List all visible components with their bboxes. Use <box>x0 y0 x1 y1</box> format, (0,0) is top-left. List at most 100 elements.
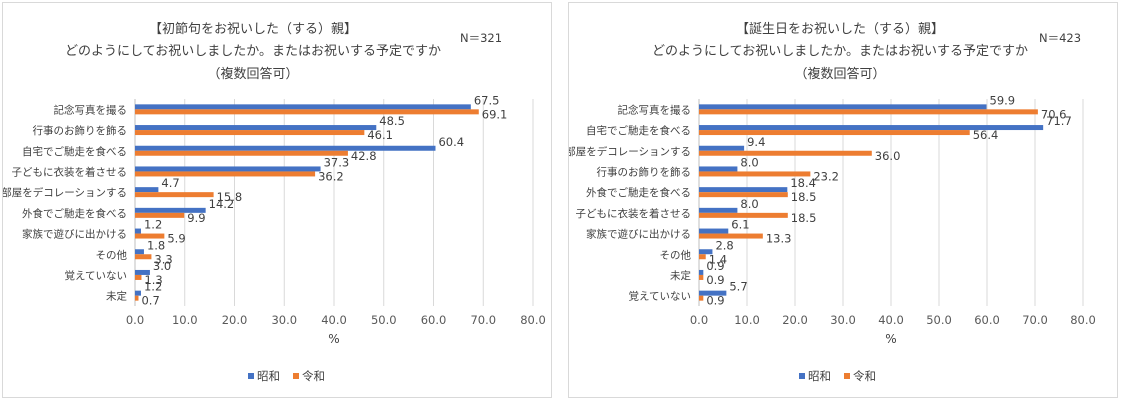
x-tick-label: 30.0 <box>271 313 297 327</box>
bar-reiwa <box>699 171 811 177</box>
legend-label: 昭和 <box>257 369 280 383</box>
bar-reiwa <box>135 109 479 115</box>
chart-title-line: どのようにしてお祝いしましたか。またはお祝いする予定ですか <box>652 44 1028 59</box>
data-label: 14.2 <box>209 197 235 211</box>
bar-reiwa <box>135 254 152 260</box>
bar-reiwa <box>135 130 365 136</box>
data-label: 36.2 <box>318 169 344 183</box>
data-label: 46.1 <box>367 128 393 142</box>
data-label: 23.2 <box>813 169 839 183</box>
chart-panel-first-festival: 【初節句をお祝いした（する）親】どのようにしてお祝いしましたか。またはお祝いする… <box>2 2 552 398</box>
category-label: 覚えていない <box>629 290 691 303</box>
chart-title-line: （複数回答可） <box>207 66 298 82</box>
data-label: 2.8 <box>715 238 733 252</box>
data-label: 36.0 <box>875 149 901 163</box>
bar-reiwa <box>699 109 1038 115</box>
category-label: その他 <box>96 248 128 261</box>
data-label: 3.3 <box>154 252 172 266</box>
legend: 昭和 令和 <box>248 369 325 383</box>
data-label: 67.5 <box>474 93 500 107</box>
sample-size-label: N＝423 <box>1039 31 1081 45</box>
bar-showa <box>699 207 738 213</box>
bar-showa <box>135 228 141 234</box>
x-tick-label: 0.0 <box>690 313 708 327</box>
data-label: 1.3 <box>144 273 162 287</box>
category-label: 自宅でご馳走を食べる <box>586 124 691 137</box>
data-label: 48.5 <box>379 114 405 128</box>
bar-showa <box>699 145 745 151</box>
bar-reiwa <box>699 150 872 156</box>
legend: 昭和 令和 <box>799 369 876 383</box>
category-label: 記念写真を撮る <box>54 103 128 116</box>
data-label: 0.9 <box>706 294 724 308</box>
x-tick-label: 50.0 <box>926 313 952 327</box>
sample-size-label: N＝321 <box>460 31 502 45</box>
x-tick-label: 40.0 <box>321 313 347 327</box>
bar-showa <box>699 249 713 255</box>
data-label: 15.8 <box>217 190 243 204</box>
category-label: 外食でご馳走を食べる <box>22 207 127 220</box>
x-axis-label: % <box>885 332 896 346</box>
data-label: 18.5 <box>791 190 817 204</box>
bar-showa <box>135 207 206 213</box>
category-label: 家族で遊びに出かける <box>22 228 127 241</box>
bar-showa <box>135 249 144 255</box>
data-label: 1.4 <box>709 252 727 266</box>
data-label: 70.6 <box>1041 107 1067 121</box>
bar-showa <box>699 166 738 172</box>
data-label: 42.8 <box>351 149 377 163</box>
category-label: 記念写真を撮る <box>618 103 692 116</box>
category-label: 未定 <box>106 290 127 303</box>
bar-reiwa <box>135 212 185 218</box>
x-tick-label: 60.0 <box>421 313 447 327</box>
bar-reiwa <box>699 274 704 280</box>
bar-reiwa <box>135 295 139 301</box>
bar-reiwa <box>699 233 763 239</box>
data-label: 56.4 <box>973 128 999 142</box>
category-label: 未定 <box>670 269 691 282</box>
data-label: 1.2 <box>144 280 162 294</box>
legend-label: 令和 <box>302 369 325 383</box>
bar-showa <box>135 145 436 151</box>
chart-birthday: 【誕生日をお祝いした（する）親】どのようにしてお祝いしましたか。またはお祝いする… <box>569 22 1096 383</box>
bar-reiwa <box>699 130 970 136</box>
category-label: その他 <box>660 248 692 261</box>
data-label: 8.0 <box>740 197 758 211</box>
chart-title-line: 【初節句をお祝いした（する）親】 <box>149 22 357 37</box>
x-tick-label: 40.0 <box>878 313 904 327</box>
bar-reiwa <box>699 192 788 198</box>
data-label: 4.7 <box>161 176 179 190</box>
chart-panel-birthday: 【誕生日をお祝いした（する）親】 どのようにしてお祝いしましたか。またはお祝いする… <box>568 2 1118 398</box>
x-tick-label: 50.0 <box>371 313 397 327</box>
data-label: 8.0 <box>740 155 758 169</box>
bar-showa <box>135 290 141 296</box>
category-label: 部屋をデコレーションする <box>3 186 127 199</box>
legend-swatch <box>248 373 254 379</box>
category-label: 外食でご馳走を食べる <box>586 186 691 199</box>
chart-title-line: どのようにしてお祝いしましたか。またはお祝いする予定ですか <box>65 44 441 59</box>
data-label: 5.9 <box>167 232 185 246</box>
legend-label: 令和 <box>853 369 876 383</box>
bar-reiwa <box>699 254 706 260</box>
bar-showa <box>135 125 377 131</box>
bar-reiwa <box>135 192 214 198</box>
data-label: 0.9 <box>706 259 724 273</box>
x-tick-label: 60.0 <box>974 313 1000 327</box>
legend-label: 昭和 <box>808 369 831 383</box>
data-label: 37.3 <box>324 155 350 169</box>
data-label: 9.4 <box>747 135 765 149</box>
x-axis-label: % <box>328 332 339 346</box>
data-label: 0.9 <box>706 273 724 287</box>
bar-reiwa <box>699 212 788 218</box>
bar-showa <box>699 125 1044 131</box>
x-tick-label: 80.0 <box>520 313 546 327</box>
bar-showa <box>699 269 704 275</box>
chart-first-festival: 【初節句をお祝いした（する）親】どのようにしてお祝いしましたか。またはお祝いする… <box>3 22 546 383</box>
bar-showa <box>699 187 788 193</box>
data-label: 3.0 <box>153 259 171 273</box>
bar-showa <box>135 104 471 110</box>
category-label: 家族で遊びに出かける <box>586 228 691 241</box>
category-label: 子どもに衣装を着させる <box>576 207 692 220</box>
data-label: 6.1 <box>731 218 749 232</box>
bar-reiwa <box>135 233 165 239</box>
